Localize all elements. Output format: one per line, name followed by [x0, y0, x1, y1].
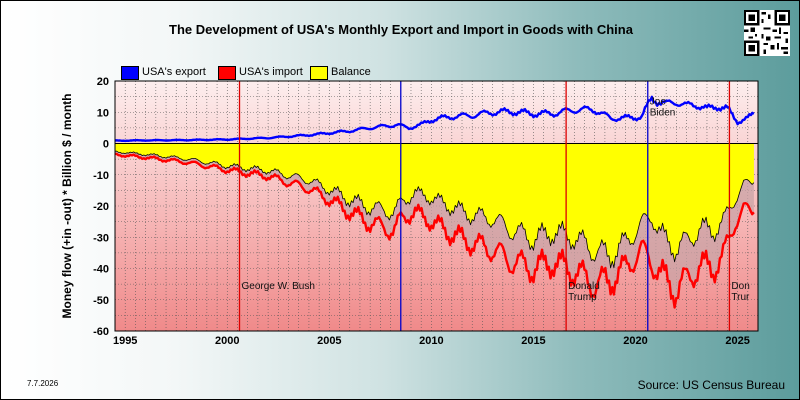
event-label-line: Trur [731, 292, 750, 303]
legend-label-balance: Balance [331, 66, 371, 78]
legend-swatch-export [121, 66, 139, 80]
x-tick-label: 1995 [113, 335, 137, 347]
series-import-line [115, 152, 755, 309]
x-tick-label: 2000 [215, 335, 239, 347]
source-credit: Source: US Census Bureau [637, 378, 785, 392]
event-label-3: Joe Biden [650, 96, 676, 118]
series-import-band [115, 151, 754, 308]
y-tick-label: -50 [93, 295, 109, 307]
y-tick-label: -30 [93, 232, 109, 244]
event-label-line: Donald [568, 281, 600, 292]
y-tick-label: 10 [97, 107, 109, 119]
event-label-2: Donald Trump [568, 281, 600, 303]
plot-border [114, 80, 759, 332]
y-tick-label: -40 [93, 264, 109, 276]
y-axis-label: Money flow (+in -out) * Billion $ / mont… [60, 94, 74, 319]
series-balance-line [115, 150, 755, 269]
event-label-line: George W. Bush [242, 281, 315, 292]
qr-code-icon [744, 10, 790, 56]
event-label-line: Trump [568, 292, 597, 303]
event-label-line: Biden [650, 107, 676, 118]
legend-swatch-balance [310, 66, 328, 80]
y-tick-label: 20 [97, 76, 109, 88]
y-tick-label: -20 [93, 201, 109, 213]
legend-label-import: USA's import [239, 66, 303, 78]
event-label-line: Joe [650, 96, 667, 107]
series-balance-area [115, 143, 754, 268]
legend-label-export: USA's export [142, 66, 206, 78]
event-label-0: George W. Bush [242, 281, 315, 292]
event-label-4: Don Trur [731, 281, 750, 303]
x-tick-label: 2010 [419, 335, 443, 347]
x-tick-label: 2025 [725, 335, 749, 347]
y-tick-label: 0 [103, 139, 109, 151]
x-tick-label: 2005 [317, 335, 341, 347]
date-stamp: 7.7.2026 [27, 379, 59, 388]
x-tick-label: 2020 [623, 335, 647, 347]
y-tick-label: -60 [93, 326, 109, 338]
x-tick-label: 2015 [521, 335, 545, 347]
event-label-line: Don [731, 281, 749, 292]
chart-title: The Development of USA's Monthly Export … [169, 22, 633, 37]
y-tick-label: -10 [93, 170, 109, 182]
legend-swatch-import [218, 66, 236, 80]
